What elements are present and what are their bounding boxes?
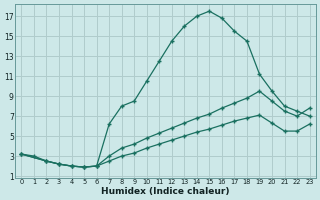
X-axis label: Humidex (Indice chaleur): Humidex (Indice chaleur) — [101, 187, 230, 196]
